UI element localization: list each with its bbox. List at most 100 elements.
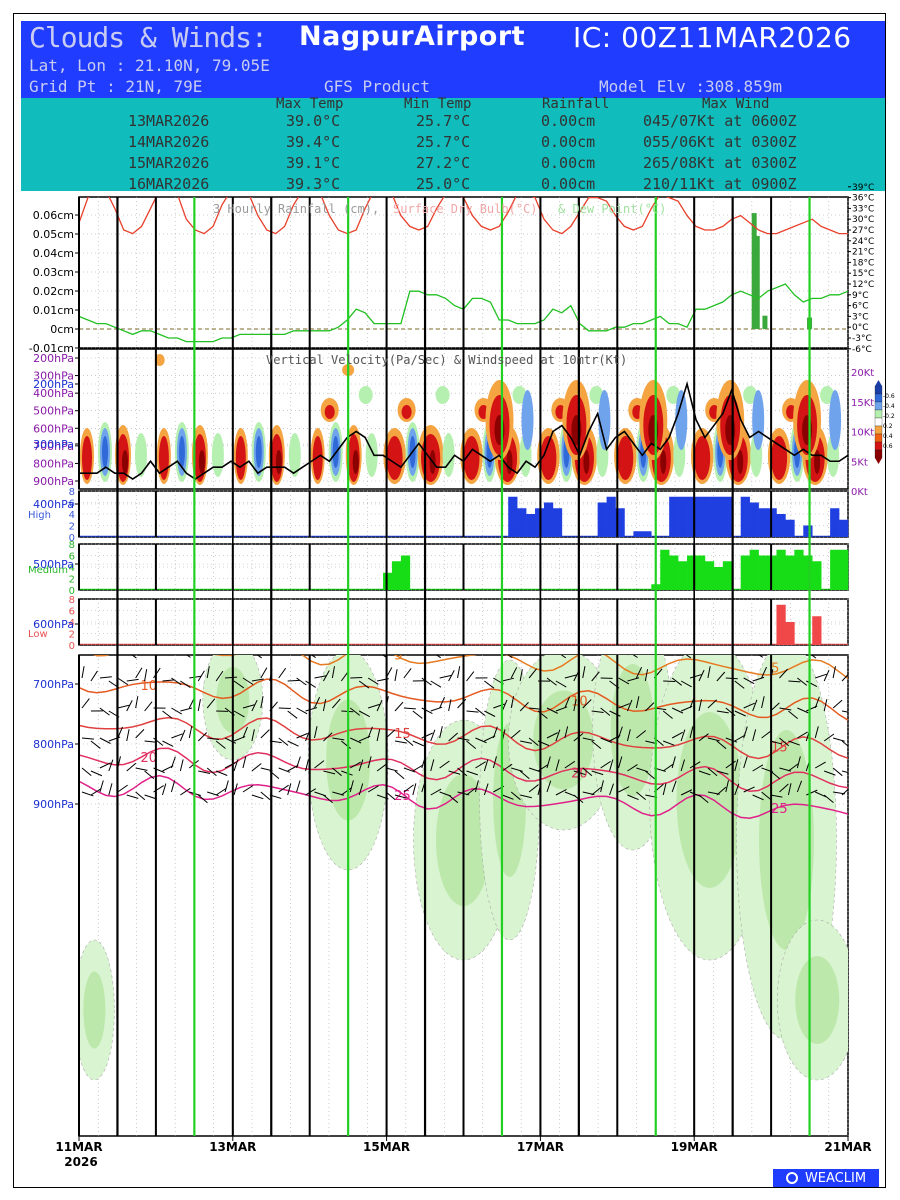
wind-barb xyxy=(448,699,452,712)
wind-barb xyxy=(278,737,289,746)
colorbar-label: -0.4 xyxy=(883,403,895,410)
row-max-wind: 265/08Kt at 0300Z xyxy=(643,154,797,172)
wind-barb xyxy=(484,650,496,651)
upper-air-group: -60-60-55-55-50-50-45-45-40-40-35-35-30-… xyxy=(79,647,848,1081)
cloud-bar xyxy=(722,561,733,590)
date-axis-tick: 15MAR xyxy=(363,1140,410,1154)
title-prefix: Clouds & Winds: xyxy=(29,21,268,54)
wind-barb xyxy=(287,783,292,796)
wind-barb xyxy=(215,770,228,776)
wind-barb xyxy=(358,759,364,772)
temp-axis-tick: 21°C xyxy=(852,248,874,258)
wind-barb xyxy=(725,780,729,793)
vvel-blob xyxy=(820,386,835,404)
wind-barb xyxy=(90,670,98,682)
cloud-bar xyxy=(391,561,402,590)
wind-barb xyxy=(770,794,783,798)
wind-barb xyxy=(600,760,611,769)
cloud-bar xyxy=(543,502,554,537)
wind-barb xyxy=(547,647,559,648)
wind-barb xyxy=(144,770,155,780)
wind-barb xyxy=(358,710,370,718)
wind-barb xyxy=(779,668,788,679)
vvel-blob xyxy=(275,450,282,474)
cloud-bar xyxy=(704,561,715,590)
pressure-tick: 800hPa xyxy=(33,738,74,751)
colorbar-cell xyxy=(874,449,883,459)
cloud-axis-tick: 0 xyxy=(69,586,75,597)
wind-barb xyxy=(90,740,101,749)
wind-barb xyxy=(788,763,799,772)
wind-barb xyxy=(582,737,595,742)
wind-barb xyxy=(510,729,521,739)
wind-barb xyxy=(185,655,191,658)
cloud-bar xyxy=(785,519,795,537)
wind-barb xyxy=(645,770,655,780)
wind-barb xyxy=(412,740,425,747)
contour-label: 5 xyxy=(771,662,779,677)
wind-barb xyxy=(555,729,561,742)
wind-barb xyxy=(126,700,133,712)
wind-barb xyxy=(591,787,602,796)
cloud-bar xyxy=(830,549,840,590)
wind-barb xyxy=(224,780,229,793)
wind-barb xyxy=(135,696,139,709)
wind-barb xyxy=(716,740,727,750)
wind-barb xyxy=(90,788,102,796)
wind-barb xyxy=(600,780,604,793)
rain-axis-tick: -0.01cm xyxy=(29,342,74,355)
wind-barb xyxy=(135,667,143,679)
wind-barb xyxy=(752,655,754,656)
wind-barb xyxy=(287,679,300,682)
cloud-axis-tick: 6 xyxy=(69,552,75,563)
wind-barb xyxy=(403,668,412,679)
wind-barb xyxy=(582,666,586,679)
row-max-temp: 39.3°C xyxy=(286,175,341,193)
cloud-axis-tick: 6 xyxy=(69,499,75,510)
vvel-blob xyxy=(598,390,611,450)
cloud-bar xyxy=(400,555,411,590)
vvel-blob xyxy=(235,436,246,480)
day-separators xyxy=(78,197,811,1136)
page-frame xyxy=(13,13,886,1188)
wind-barb xyxy=(188,726,193,739)
wind-barb xyxy=(385,767,398,772)
wind-barb xyxy=(367,785,379,793)
wind-barb xyxy=(483,783,489,796)
wind-barb xyxy=(734,783,740,796)
wind-barb xyxy=(663,680,676,683)
cloud-bar xyxy=(660,549,670,590)
wind-barb xyxy=(457,767,468,777)
wind-barb xyxy=(449,655,450,656)
wind-barb xyxy=(367,756,372,769)
wind-barb xyxy=(287,710,298,719)
wind-barb xyxy=(421,732,433,739)
wind-barb xyxy=(331,698,341,709)
cloud-bar xyxy=(615,508,625,537)
wind-barb xyxy=(144,794,157,800)
row-date: 16MAR2026 xyxy=(128,175,210,193)
wind-barb xyxy=(394,669,398,682)
wind-barb xyxy=(680,729,686,742)
wind-barb xyxy=(198,650,210,651)
panel-title: 3 Hourly Rainfall (cm), xyxy=(213,202,379,216)
panel-data: -60-60-55-55-50-50-45-45-40-40-35-35-30-… xyxy=(79,197,849,1081)
wind-barb xyxy=(144,701,153,712)
wind-barb xyxy=(287,764,299,772)
wind-barb xyxy=(466,770,479,776)
cloud-bar xyxy=(776,549,786,590)
vvel-blob xyxy=(771,436,788,480)
wind-barb xyxy=(421,677,432,686)
wind-barb xyxy=(394,770,405,780)
wind-barb xyxy=(824,770,836,776)
row-rainfall: 0.00cm xyxy=(541,154,596,172)
rain-axis-tick: 0.03cm xyxy=(33,266,74,279)
wind-barb xyxy=(689,726,694,739)
wind-barb xyxy=(99,707,110,716)
wind-barb xyxy=(90,770,103,777)
wind-barb xyxy=(117,726,123,739)
vvel-blob xyxy=(102,436,108,468)
wind-barb xyxy=(716,710,729,714)
wind-barb xyxy=(448,770,461,775)
wind-barb xyxy=(439,760,450,769)
